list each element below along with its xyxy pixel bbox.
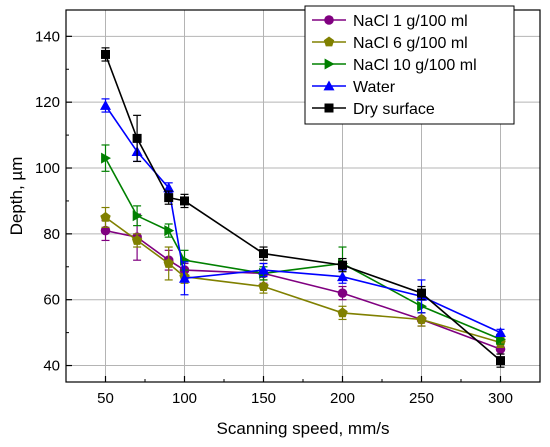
data-point-nacl-10-g-100-ml <box>101 152 111 164</box>
legend: NaCl 1 g/100 ml NaCl 6 g/100 ml NaCl 10 g/… <box>304 5 515 125</box>
x-axis-title: Scanning speed, mm/s <box>217 419 390 438</box>
data-point-dry-surface <box>417 288 426 298</box>
legend-item-nacl-6-g-100-ml: NaCl 6 g/100 ml <box>312 35 468 52</box>
series-line-nacl-6-g-100-ml <box>105 216 501 344</box>
data-point-dry-surface <box>180 196 189 206</box>
x-tick-label: 150 <box>251 390 276 407</box>
series-layer <box>100 47 506 368</box>
y-tick-label: 80 <box>43 226 60 243</box>
data-point-dry-surface <box>132 133 142 143</box>
data-point-water <box>258 264 269 275</box>
data-point-nacl-1-g-100-ml <box>100 225 111 236</box>
series-dry-surface <box>101 47 505 368</box>
x-tick-label: 50 <box>97 390 114 407</box>
legend-label-nacl-1-g-100-ml: NaCl 1 g/100 ml <box>353 13 468 30</box>
legend-item-water: Water <box>312 79 396 96</box>
legend-item-nacl-1-g-100-ml: NaCl 1 g/100 ml <box>312 13 468 30</box>
axis-ticks: 50 100 150 200 250 300 40 60 80 100 120 140 <box>35 28 513 407</box>
data-point-nacl-10-g-100-ml <box>132 210 143 222</box>
data-point-nacl-6-g-100-ml <box>258 281 269 291</box>
data-point-nacl-6-g-100-ml <box>163 258 174 268</box>
data-point-nacl-6-g-100-ml <box>337 307 348 318</box>
legend-label-nacl-6-g-100-ml: NaCl 6 g/100 ml <box>353 35 468 52</box>
data-point-dry-surface <box>164 193 174 203</box>
series-line-nacl-1-g-100-ml <box>105 229 501 350</box>
data-point-dry-surface <box>338 260 347 270</box>
data-point-water <box>100 100 111 110</box>
data-point-dry-surface <box>259 249 268 259</box>
data-point-water <box>495 327 506 337</box>
data-point-water <box>337 271 348 282</box>
data-point-nacl-6-g-100-ml <box>416 314 427 324</box>
series-nacl-1-g-100-ml <box>100 213 506 355</box>
data-point-dry-surface <box>496 356 505 366</box>
legend-marker-dry-surface <box>324 103 334 113</box>
y-tick-label: 140 <box>35 28 60 45</box>
data-point-water <box>179 272 190 283</box>
y-tick-label: 40 <box>43 358 60 375</box>
data-point-nacl-6-g-100-ml <box>100 211 111 222</box>
legend-marker-water <box>323 80 335 91</box>
legend-label-water: Water <box>353 79 396 96</box>
series-nacl-10-g-100-ml <box>101 144 506 345</box>
data-point-dry-surface <box>101 49 110 59</box>
legend-label-nacl-10-g-100-ml: NaCl 10 g/100 ml <box>353 57 477 74</box>
data-point-nacl-1-g-100-ml <box>337 288 348 298</box>
series-line-dry-surface <box>104 54 502 362</box>
legend-marker-nacl-1-g-100-ml <box>324 15 334 25</box>
legend-label-dry-surface: Dry surface <box>353 101 435 118</box>
y-axis-title: Depth, µm <box>7 157 26 236</box>
x-tick-label: 200 <box>330 390 355 407</box>
legend-marker-nacl-10-g-100-ml <box>324 58 335 70</box>
y-tick-label: 100 <box>35 160 60 177</box>
legend-marker-nacl-6-g-100-ml <box>323 36 335 47</box>
series-line-water <box>104 105 501 334</box>
series-nacl-6-g-100-ml <box>100 206 506 349</box>
data-point-nacl-10-g-100-ml <box>164 225 175 237</box>
series-water <box>100 98 506 337</box>
legend-box <box>304 5 515 125</box>
legend-item-nacl-10-g-100-ml: NaCl 10 g/100 ml <box>312 57 477 74</box>
y-tick-label: 60 <box>43 292 60 309</box>
x-tick-label: 300 <box>488 390 513 407</box>
series-line-nacl-10-g-100-ml <box>104 157 501 340</box>
y-tick-label: 120 <box>35 94 60 111</box>
legend-item-dry-surface: Dry surface <box>312 101 435 118</box>
data-point-water <box>163 182 175 193</box>
data-point-nacl-6-g-100-ml <box>131 234 143 245</box>
x-tick-label: 250 <box>409 390 434 407</box>
x-tick-label: 100 <box>172 390 197 407</box>
